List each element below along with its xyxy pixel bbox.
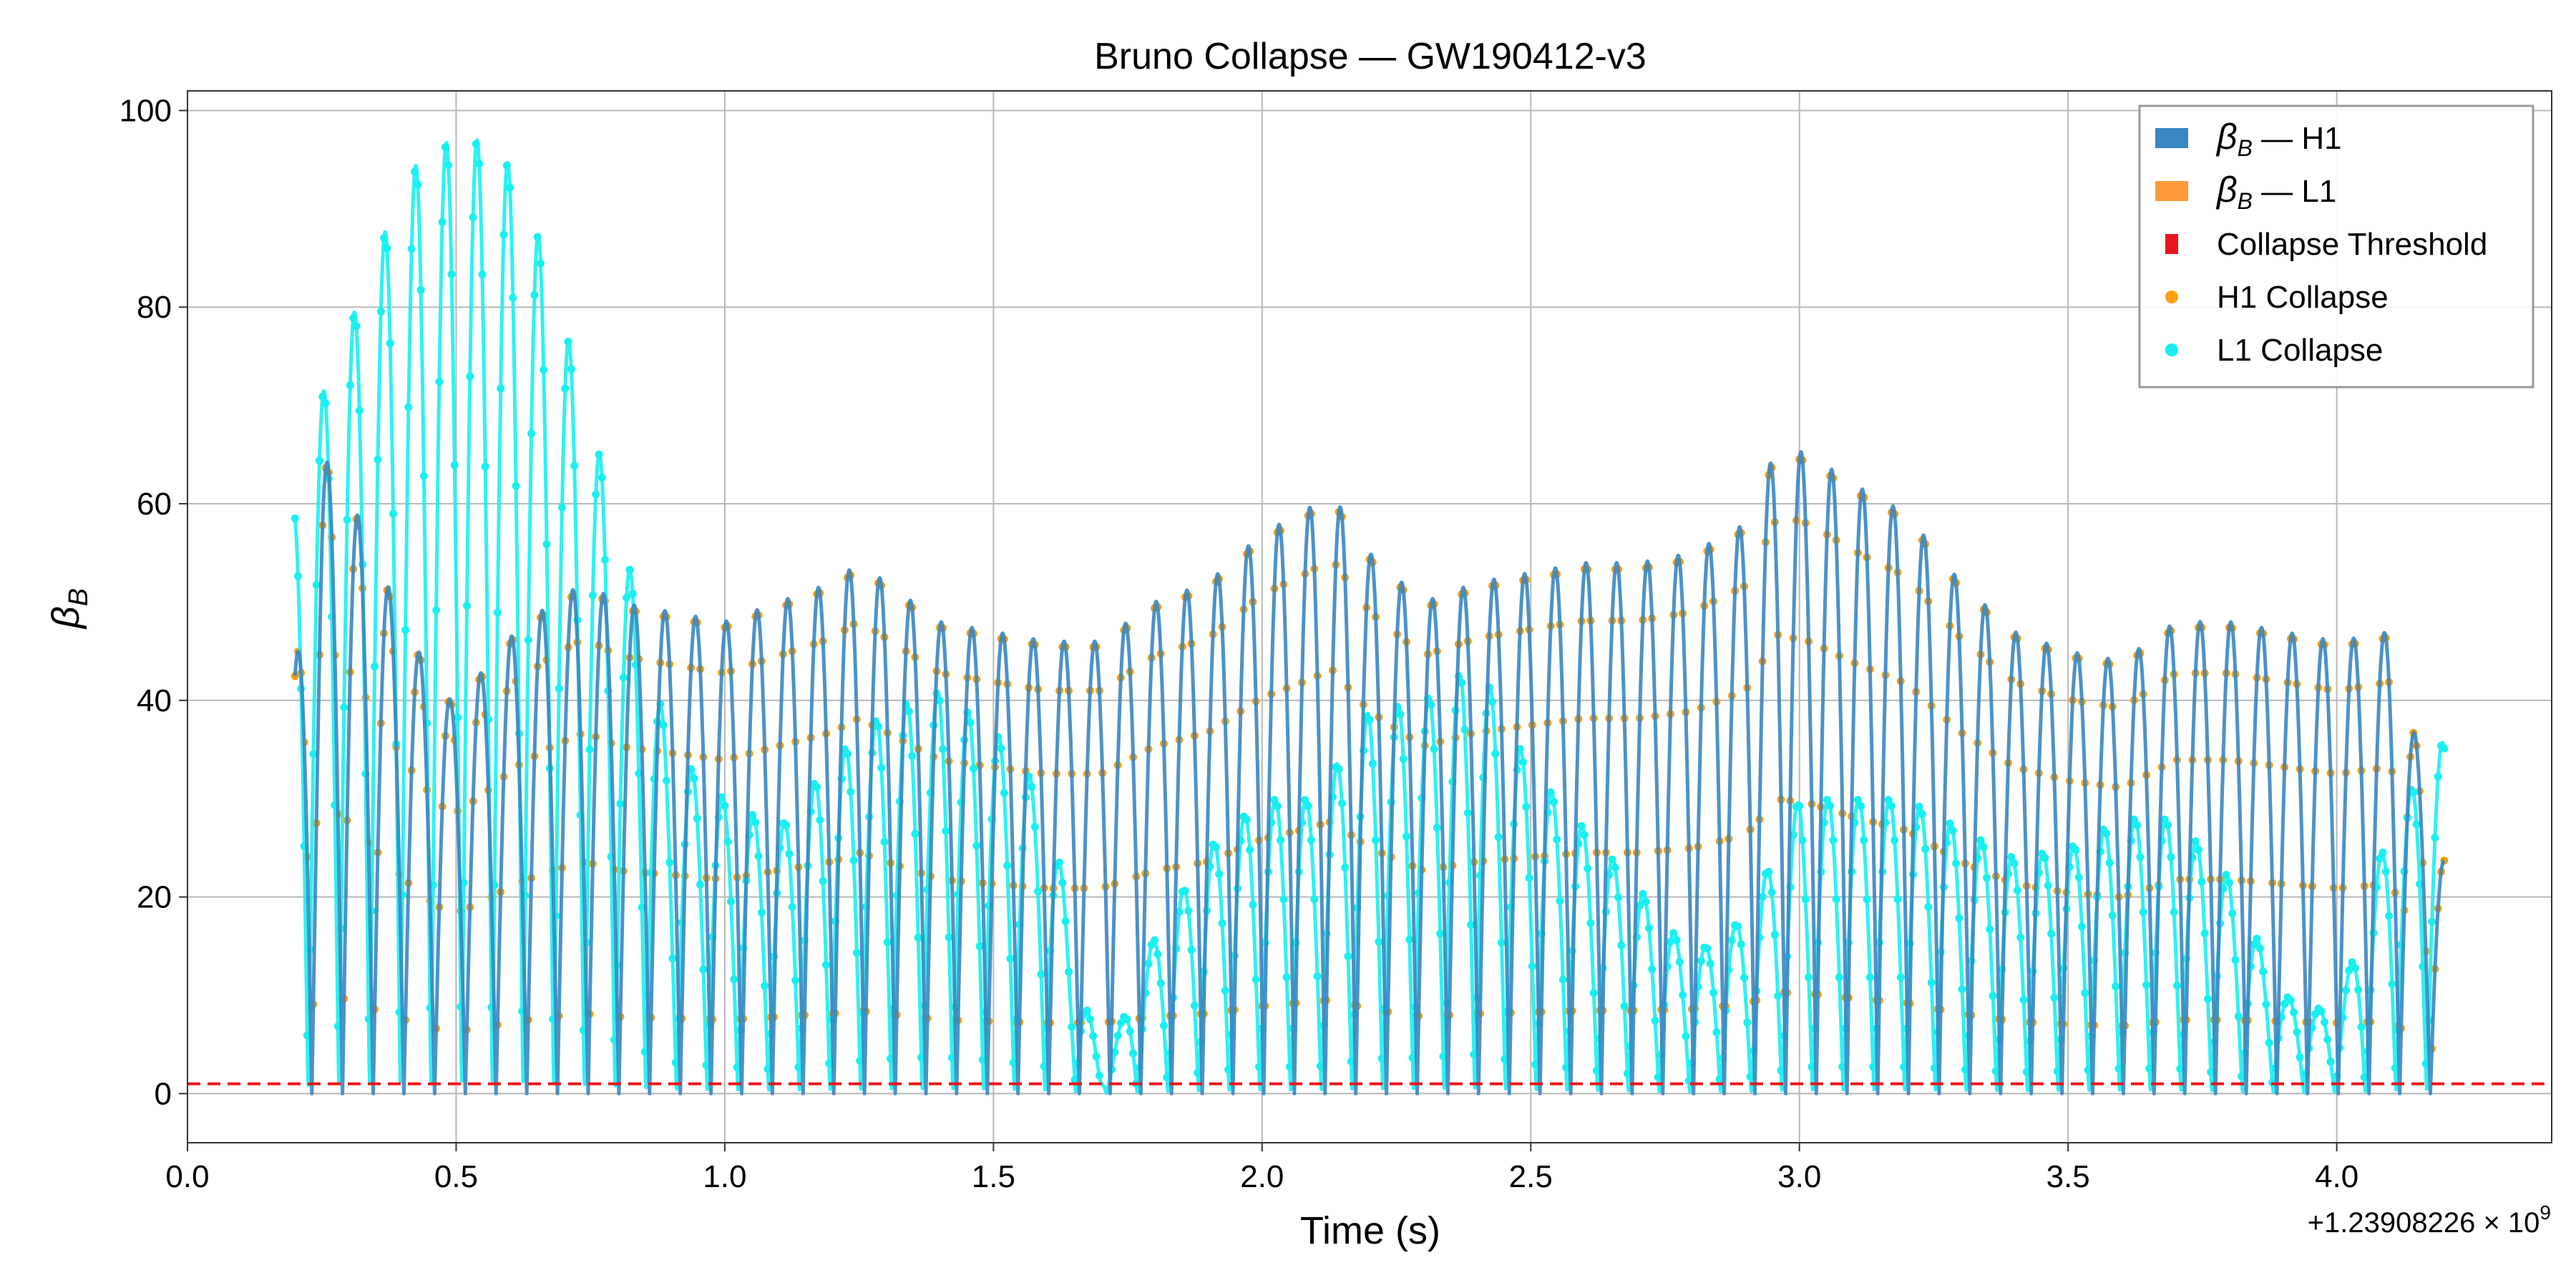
legend-frame	[2138, 104, 2534, 389]
plot-frame	[187, 90, 2552, 1143]
y-tick-label: 100	[119, 93, 172, 128]
legend-label: H1 Collapse	[2217, 280, 2389, 315]
legend-swatch	[2155, 181, 2188, 201]
legend-label: Collapse Threshold	[2217, 227, 2487, 262]
series-line-layer	[293, 138, 2446, 1096]
y-tick-label: 0	[155, 1076, 172, 1111]
l1-series-line	[293, 138, 2446, 1096]
x-axis-ticks: 0.0 0.5 1.0 1.5 2.0 2.5 3.0 3.5 4.0	[165, 1143, 2358, 1194]
y-tick-label: 20	[137, 880, 172, 915]
x-tick-label: 3.5	[2046, 1159, 2090, 1194]
legend-swatch	[2165, 234, 2178, 254]
x-tick-label: 1.5	[972, 1159, 1015, 1194]
y-tick-label: 60	[137, 487, 172, 522]
x-tick-label: 2.5	[1509, 1159, 1553, 1194]
x-tick-label: 1.0	[703, 1159, 746, 1194]
legend-marker	[2165, 291, 2178, 303]
legend-label: βB — H1	[2215, 117, 2342, 161]
y-axis-label: βB	[44, 588, 94, 630]
chart-title: Bruno Collapse — GW190412-v3	[1094, 36, 1646, 77]
y-axis-label-sub: B	[64, 588, 94, 606]
x-tick-label: 2.0	[1240, 1159, 1284, 1194]
y-axis-ticks: 0 20 40 60 80 100	[119, 93, 187, 1111]
legend-marker	[2165, 343, 2178, 356]
legend: βB — H1 βB — L1 Collapse Threshold H1 Colla…	[2138, 104, 2534, 389]
h1-series-line	[293, 449, 2446, 1096]
y-axis-label-main: β	[44, 606, 87, 630]
y-tick-label: 40	[137, 683, 172, 718]
legend-swatch	[2155, 128, 2188, 148]
x-axis-offset-label: +1.23908226 × 109	[2308, 1201, 2551, 1239]
x-tick-label: 3.0	[1777, 1159, 1821, 1194]
x-tick-label: 4.0	[2315, 1159, 2358, 1194]
x-tick-label: 0.0	[165, 1159, 209, 1194]
x-axis-label: Time (s)	[1300, 1209, 1440, 1252]
y-tick-label: 80	[137, 290, 172, 325]
x-axis-offset-exponent: 9	[2540, 1201, 2551, 1224]
legend-label: L1 Collapse	[2217, 333, 2383, 368]
x-tick-label: 0.5	[434, 1159, 478, 1194]
legend-label: βB — L1	[2215, 170, 2336, 214]
x-axis-offset-base: +1.23908226 × 10	[2308, 1207, 2540, 1239]
